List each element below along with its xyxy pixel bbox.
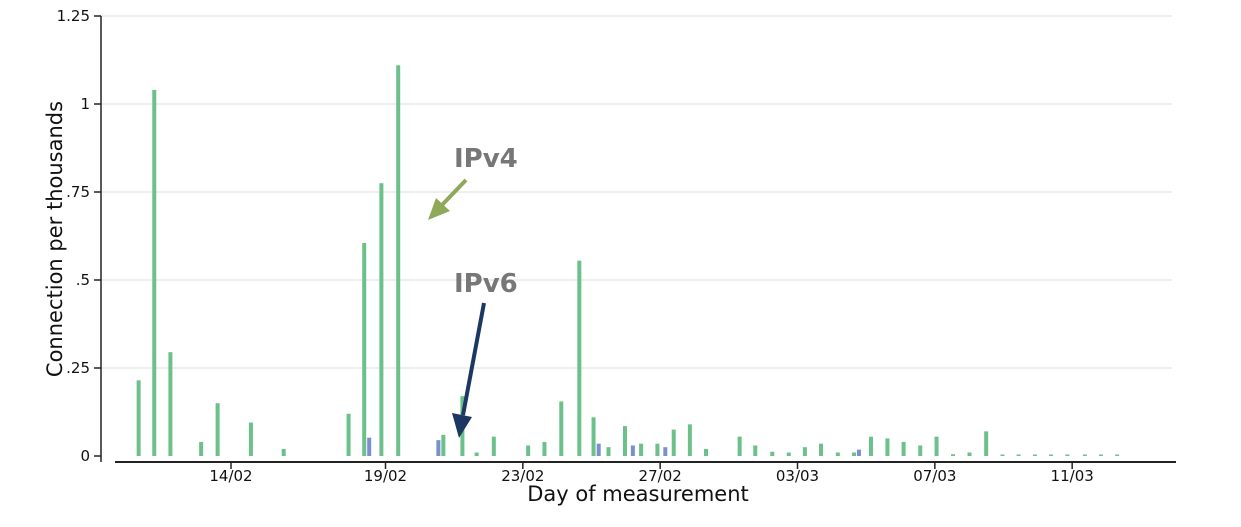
y-tick-label: .25: [66, 359, 90, 377]
ipv4-bar: [639, 443, 644, 456]
ipv4-bar: [967, 452, 972, 456]
ipv4-bar: [885, 438, 890, 456]
y-tick-label: 0: [80, 447, 90, 465]
ipv4-bar: [819, 443, 824, 456]
ipv6-arrow-icon: [461, 302, 486, 416]
ipv4-bar: [984, 431, 989, 456]
y-tick-label: .75: [66, 183, 90, 201]
ipv4-annotation-label: IPv4: [454, 144, 518, 174]
ipv4-bar: [1000, 454, 1005, 456]
y-tick-label: 1.25: [57, 7, 90, 25]
ipv6-annotation-label: IPv6: [454, 269, 518, 299]
ipv4-bar: [786, 452, 791, 456]
ipv4-bar: [901, 441, 906, 456]
ipv4-bar: [802, 447, 807, 456]
ipv4-bar: [474, 452, 479, 456]
ipv4-bar: [248, 422, 253, 456]
ipv4-bar: [1115, 454, 1120, 456]
ipv6-bar: [630, 445, 635, 456]
ipv4-bar: [1082, 454, 1087, 456]
ipv4-bar: [542, 441, 547, 456]
x-tick-label: 07/03: [913, 467, 956, 485]
ipv4-bar: [215, 403, 220, 456]
ipv4-bar: [622, 426, 627, 456]
ipv6-annotation: IPv6: [452, 269, 518, 438]
ipv4-bar: [1099, 454, 1104, 456]
ipv4-bar: [441, 434, 446, 456]
x-tick-label: 19/02: [364, 467, 407, 485]
ipv6-bar: [436, 440, 441, 456]
ipv4-bar: [1049, 454, 1054, 456]
ipv4-arrow-icon: [440, 178, 468, 207]
ipv4-bar: [199, 441, 204, 456]
ipv4-bar: [362, 243, 367, 456]
ipv4-bar: [851, 452, 856, 456]
ipv4-bar: [737, 436, 742, 456]
ipv4-bar: [671, 429, 676, 456]
ipv6-bar: [367, 437, 372, 456]
ipv4-bar: [934, 436, 939, 456]
ipv4-bar: [655, 443, 660, 456]
y-tick-label: .5: [76, 271, 90, 289]
ipv4-bar: [687, 424, 692, 456]
ipv6-bar: [596, 443, 601, 456]
ipv4-bar: [835, 452, 840, 456]
y-tick-label: 1: [80, 95, 90, 113]
ipv4-bar: [346, 413, 351, 456]
x-axis-title: Day of measurement: [527, 482, 749, 506]
ipv4-bar: [526, 445, 531, 456]
ipv4-bar: [577, 260, 582, 456]
ipv4-bar: [491, 436, 496, 456]
ipv4-bar: [1065, 454, 1070, 456]
ipv4-bar: [1032, 454, 1037, 456]
x-tick-label: 27/02: [639, 467, 682, 485]
ipv6-arrowhead-icon: [452, 413, 472, 438]
ipv4-bar: [281, 448, 286, 456]
axes: [100, 16, 1176, 463]
ipv4-bar: [951, 454, 956, 456]
ipv6-bar: [856, 449, 861, 456]
y-ticks: 0 .25 .5 .75 1 1.25: [57, 7, 101, 465]
ipv6-bar: [663, 447, 668, 456]
ipv4-bar: [704, 448, 709, 456]
ipv4-bar: [918, 445, 923, 456]
x-tick-label: 14/02: [209, 467, 252, 485]
x-tick-label: 03/03: [776, 467, 819, 485]
bars: [136, 65, 1120, 457]
ipv4-annotation: IPv4: [428, 144, 518, 220]
ipv4-bar: [1016, 454, 1021, 456]
ipv4-bar: [379, 183, 384, 456]
x-ticks: 14/02 19/02 23/02 27/02 03/03 07/03 11/03: [209, 462, 1094, 485]
ipv4-bar: [753, 445, 758, 456]
ipv4-bar: [770, 451, 775, 456]
ipv4-bar: [591, 417, 596, 456]
ipv4-bar: [396, 65, 401, 456]
ipv4-bar: [152, 89, 157, 457]
y-axis-title: Connection per thousands: [43, 101, 67, 377]
gridlines: [101, 15, 1172, 369]
ipv4-bar: [559, 401, 564, 456]
x-tick-label: 23/02: [501, 467, 544, 485]
ipv4-bar: [168, 352, 173, 456]
ipv4-bar: [606, 447, 611, 456]
ipv4-arrowhead-icon: [428, 198, 450, 220]
x-tick-label: 11/03: [1051, 467, 1094, 485]
ipv4-bar: [136, 380, 141, 456]
ipv4-bar: [868, 436, 873, 456]
